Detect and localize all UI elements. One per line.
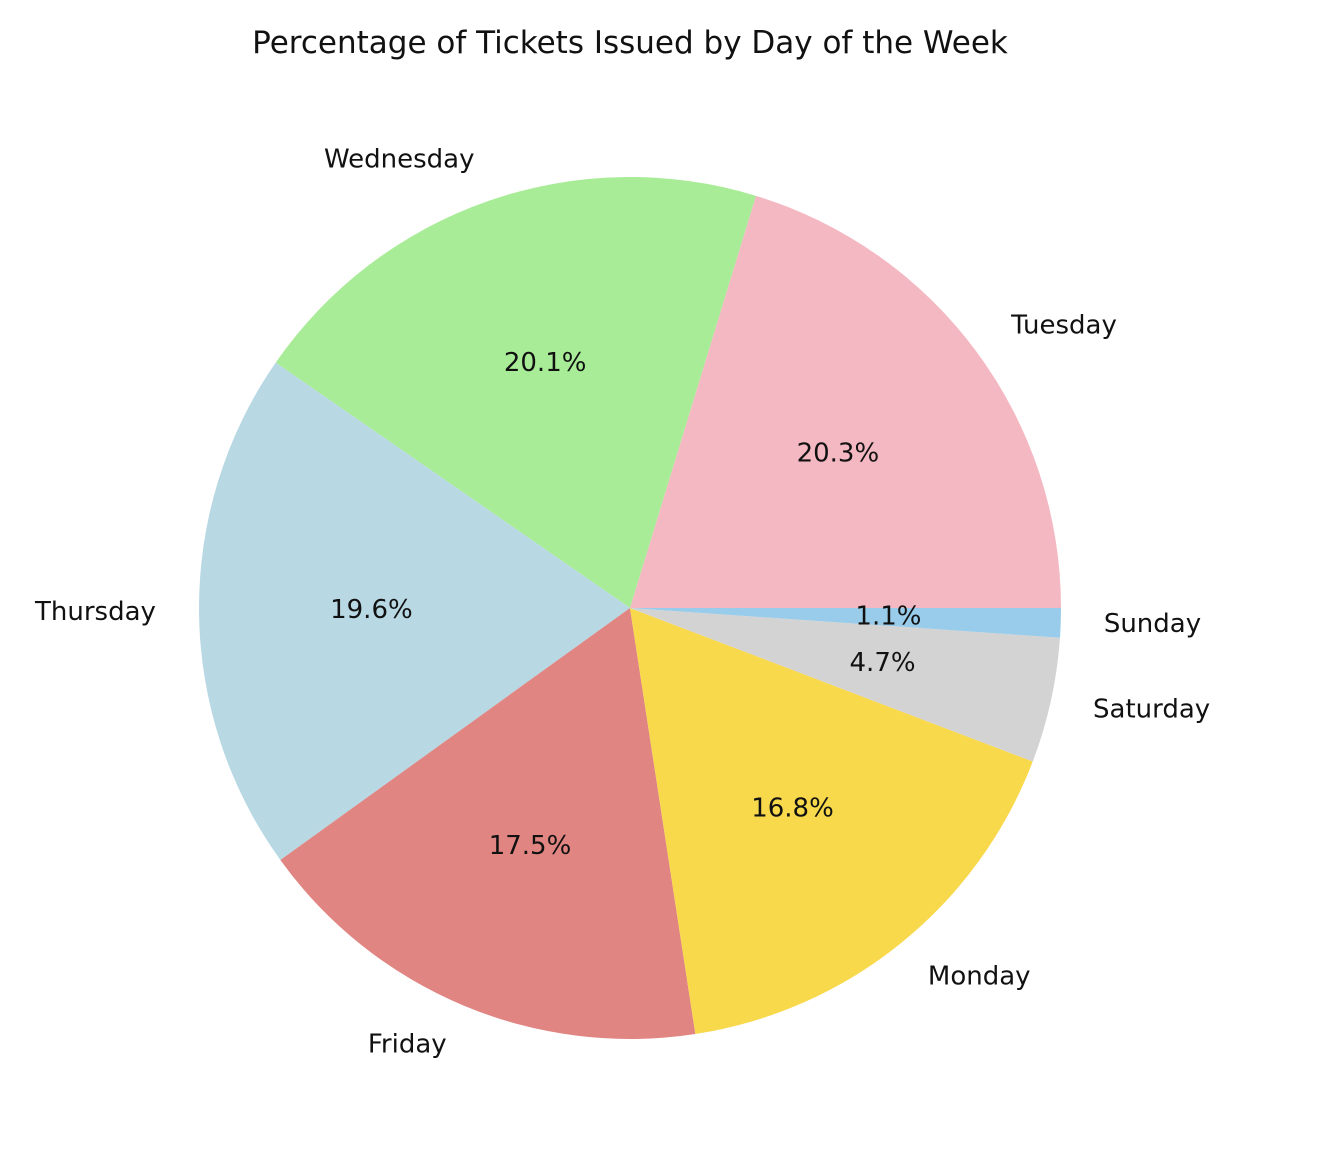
pct-label-thursday: 19.6% (330, 595, 413, 625)
slice-tuesday (630, 195, 1061, 608)
pie-slices (199, 177, 1061, 1040)
pct-label-saturday: 4.7% (850, 648, 916, 678)
chart-title: Percentage of Tickets Issued by Day of t… (252, 25, 1008, 61)
pct-label-wednesday: 20.1% (504, 348, 587, 378)
slice-label-friday: Friday (368, 1030, 447, 1060)
pct-label-monday: 16.8% (751, 794, 834, 824)
slice-monday (630, 608, 1033, 1035)
slice-label-monday: Monday (928, 961, 1031, 991)
slice-friday (280, 608, 696, 1040)
slice-label-wednesday: Wednesday (324, 145, 475, 175)
pct-label-sunday: 1.1% (855, 601, 921, 631)
slice-label-saturday: Saturday (1093, 694, 1210, 724)
slice-label-tuesday: Tuesday (1010, 310, 1117, 340)
slice-label-thursday: Thursday (34, 597, 156, 627)
slice-wednesday (275, 177, 756, 608)
pct-label-tuesday: 20.3% (797, 439, 880, 469)
slice-thursday (199, 362, 630, 861)
slice-sunday (630, 608, 1061, 638)
pct-label-friday: 17.5% (489, 831, 572, 861)
slice-label-sunday: Sunday (1104, 609, 1201, 639)
slice-saturday (630, 608, 1060, 762)
pie-labels: Tuesday 20.3% Wednesday 20.1% Thursday 19.6% F… (34, 145, 1210, 1060)
